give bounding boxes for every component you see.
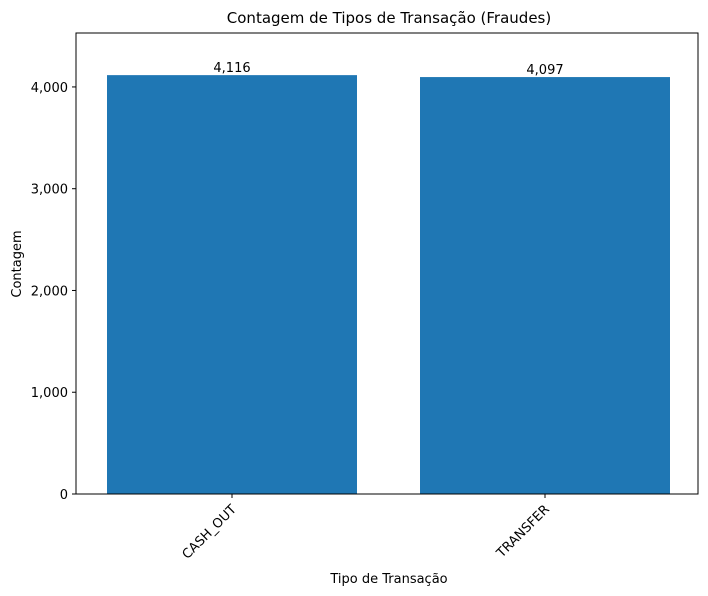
data-label: 4,097 xyxy=(526,63,563,78)
y-tick-label: 4,000 xyxy=(31,81,68,96)
chart-title: Contagem de Tipos de Transação (Fraudes) xyxy=(227,9,551,27)
y-tick-label: 0 xyxy=(60,488,68,503)
y-tick-label: 1,000 xyxy=(31,386,68,401)
bar-transfer xyxy=(420,77,670,494)
y-axis: 0 1,000 2,000 3,000 4,000 xyxy=(31,81,76,503)
bars-group xyxy=(107,75,670,494)
plot-frame xyxy=(75,32,699,495)
x-axis-label: Tipo de Transação xyxy=(329,572,447,587)
bar-cash-out xyxy=(107,75,357,494)
y-tick-label: 3,000 xyxy=(31,183,68,198)
y-tick-label: 2,000 xyxy=(31,284,68,299)
data-label: 4,116 xyxy=(213,61,250,76)
data-labels-group: 4,116 4,097 xyxy=(213,61,563,78)
x-tick-label: CASH_OUT xyxy=(180,502,240,562)
y-axis-label: Contagem xyxy=(10,230,25,297)
x-axis: CASH_OUT TRANSFER xyxy=(180,494,553,562)
x-tick-label: TRANSFER xyxy=(493,502,552,561)
